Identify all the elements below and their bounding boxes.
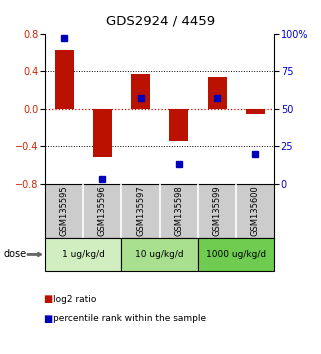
Text: GSM135597: GSM135597	[136, 185, 145, 236]
Bar	[45, 238, 121, 271]
Text: GDS2924 / 4459: GDS2924 / 4459	[106, 14, 215, 27]
Bar	[198, 238, 274, 271]
Text: 10 ug/kg/d: 10 ug/kg/d	[135, 250, 184, 259]
Text: GSM135596: GSM135596	[98, 185, 107, 236]
Bar	[246, 109, 265, 114]
Bar	[121, 238, 198, 271]
Bar	[169, 109, 188, 141]
Text: 1000 ug/kg/d: 1000 ug/kg/d	[206, 250, 266, 259]
Text: GSM135599: GSM135599	[213, 185, 221, 236]
Bar	[93, 109, 112, 157]
Text: GSM135595: GSM135595	[60, 185, 69, 236]
Text: percentile rank within the sample: percentile rank within the sample	[53, 314, 206, 323]
Bar	[207, 77, 227, 109]
Text: log2 ratio: log2 ratio	[53, 295, 96, 304]
Text: ■: ■	[43, 294, 53, 304]
Text: GSM135600: GSM135600	[251, 185, 260, 236]
Text: dose: dose	[3, 250, 26, 259]
Bar	[55, 51, 74, 109]
Text: ■: ■	[43, 314, 53, 324]
Text: 1 ug/kg/d: 1 ug/kg/d	[62, 250, 105, 259]
Bar	[131, 74, 150, 109]
Text: GSM135598: GSM135598	[174, 185, 183, 236]
